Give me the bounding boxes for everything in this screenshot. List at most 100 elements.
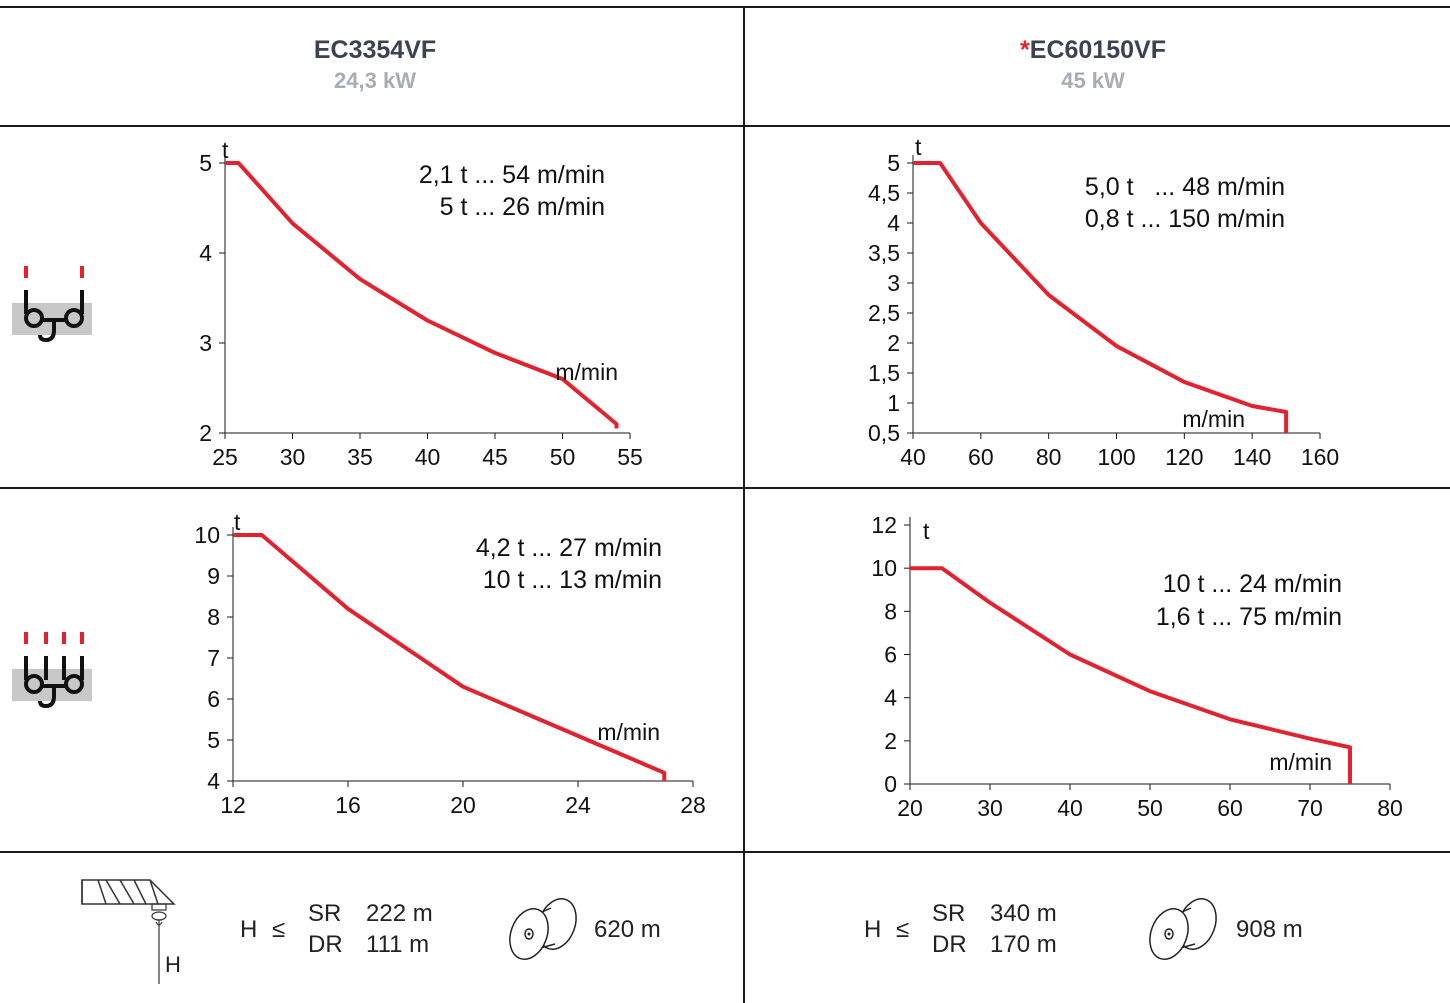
- annotation-text: 0,8 t ... 150 m/min: [1085, 205, 1285, 233]
- y-tick-label: 8: [207, 604, 220, 630]
- model-right: *EC60150VF: [1020, 36, 1166, 64]
- x-tick-label: 16: [335, 792, 361, 818]
- x-tick-label: 40: [1057, 795, 1083, 821]
- x-tick-label: 24: [565, 792, 591, 818]
- y-tick-label: 7: [207, 645, 220, 671]
- y-tick-label: 1,5: [868, 360, 900, 386]
- x-tick-label: 60: [1217, 795, 1243, 821]
- x-tick-label: 120: [1165, 444, 1203, 470]
- y-tick-label: 8: [884, 598, 897, 624]
- y-axis-label: t: [234, 509, 241, 535]
- grid-line-center: [743, 6, 745, 1003]
- x-tick-label: 45: [482, 444, 508, 470]
- tower-crane-icon: [81, 879, 176, 984]
- x-tick-label: 160: [1301, 444, 1339, 470]
- y-tick-label: 3: [199, 330, 212, 356]
- model-left: EC3354VF: [313, 36, 437, 64]
- grid-line-header: [0, 125, 1450, 127]
- y-tick-label: 2: [199, 420, 212, 446]
- cable-length-left: 620 m: [594, 916, 661, 943]
- two-fall-hook-icon: [12, 266, 92, 343]
- series-line: [233, 533, 667, 781]
- y-tick-label: 2: [887, 330, 900, 356]
- dr-value-left: 111 m: [366, 931, 430, 958]
- x-tick-label: 28: [680, 792, 706, 818]
- y-tick-label: 2,5: [868, 300, 900, 326]
- y-tick-label: 4: [199, 240, 212, 266]
- cable-drum-icon: [509, 898, 577, 960]
- le-sign-left: ≤: [272, 916, 286, 943]
- annotation-text: 5,0 t ... 48 m/min: [1085, 173, 1285, 201]
- x-tick-label: 30: [977, 795, 1003, 821]
- annotation-text: 2,1 t ... 54 m/min: [419, 161, 605, 189]
- y-axis-label: t: [915, 134, 922, 160]
- x-tick-label: 12: [220, 792, 246, 818]
- y-tick-label: 10: [871, 555, 897, 581]
- grid-line-top: [0, 6, 1450, 8]
- y-axis-label: t: [923, 518, 930, 544]
- y-tick-label: 5: [199, 150, 212, 176]
- x-tick-label: 80: [1036, 444, 1062, 470]
- x-tick-label: 60: [968, 444, 994, 470]
- x-tick-label: 25: [212, 444, 238, 470]
- y-tick-label: 3,5: [868, 240, 900, 266]
- x-tick-label: 70: [1297, 795, 1323, 821]
- y-tick-label: 4: [887, 210, 900, 236]
- sr-label-left: SR: [308, 900, 342, 927]
- series-line: [910, 566, 1352, 784]
- y-tick-label: 0,5: [868, 420, 900, 446]
- annotation-text: 5 t ... 26 m/min: [440, 193, 605, 221]
- series-line: [913, 161, 1289, 433]
- sr-value-left: 222 m: [366, 900, 433, 927]
- dr-value-right: 170 m: [990, 931, 1057, 958]
- grid-line-row2: [0, 851, 1450, 853]
- y-tick-label: 12: [871, 512, 897, 538]
- annotation-text: 4,2 t ... 27 m/min: [476, 534, 662, 562]
- x-tick-label: 40: [415, 444, 441, 470]
- annotation-text: 10 t ... 13 m/min: [483, 566, 662, 594]
- x-tick-label: 50: [1137, 795, 1163, 821]
- x-tick-label: 35: [347, 444, 373, 470]
- tower-height-label: H: [165, 952, 181, 977]
- x-tick-label: 100: [1097, 444, 1135, 470]
- x-tick-label: 55: [617, 444, 643, 470]
- x-tick-label: 80: [1377, 795, 1403, 821]
- x-axis-label: m/min: [555, 359, 618, 385]
- dr-label-right: DR: [932, 931, 967, 958]
- y-tick-label: 0: [884, 771, 897, 797]
- height-label-left: H: [240, 916, 258, 943]
- y-tick-label: 5: [887, 150, 900, 176]
- y-tick-label: 6: [207, 686, 220, 712]
- x-tick-label: 20: [897, 795, 923, 821]
- y-tick-label: 9: [207, 563, 220, 589]
- y-axis-label: t: [222, 137, 229, 163]
- x-tick-label: 20: [450, 792, 476, 818]
- x-tick-label: 30: [280, 444, 306, 470]
- x-tick-label: 40: [900, 444, 926, 470]
- cable-length-right: 908 m: [1236, 916, 1303, 943]
- y-tick-label: 4: [884, 685, 897, 711]
- annotation-text: 1,6 t ... 75 m/min: [1156, 603, 1342, 631]
- le-sign-right: ≤: [896, 916, 910, 943]
- cable-drum-icon: [1149, 898, 1217, 960]
- x-axis-label: m/min: [597, 719, 660, 745]
- y-tick-label: 5: [207, 727, 220, 753]
- annotation-text: 10 t ... 24 m/min: [1163, 570, 1342, 598]
- grid-line-row1: [0, 487, 1450, 489]
- four-fall-hook-icon: [12, 632, 92, 709]
- x-axis-label: m/min: [1182, 406, 1245, 432]
- x-axis-label: m/min: [1269, 749, 1332, 775]
- x-tick-label: 140: [1233, 444, 1271, 470]
- dr-label-left: DR: [308, 931, 343, 958]
- asterisk-mark: *: [1020, 36, 1030, 64]
- height-label-right: H: [864, 916, 882, 943]
- power-left: 24,3 kW: [334, 68, 416, 93]
- y-tick-label: 3: [887, 270, 900, 296]
- y-tick-label: 2: [884, 728, 897, 754]
- y-tick-label: 1: [887, 390, 900, 416]
- y-tick-label: 4,5: [868, 180, 900, 206]
- sr-label-right: SR: [932, 900, 966, 927]
- y-tick-label: 6: [884, 642, 897, 668]
- x-tick-label: 50: [550, 444, 576, 470]
